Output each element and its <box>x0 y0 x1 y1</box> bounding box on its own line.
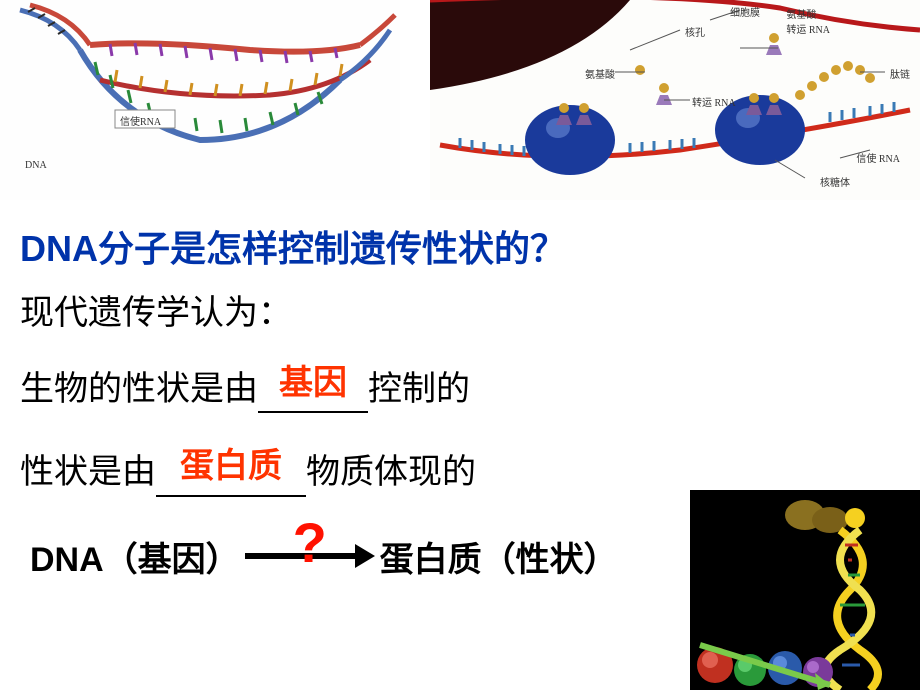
top-image-row: DNA 信使RNA <box>0 0 920 200</box>
trna2-label: 转运 RNA <box>692 94 736 109</box>
question-mark-icon: ? <box>293 510 327 575</box>
line2-prefix: 生物的性状是由 <box>20 370 258 408</box>
dna-protein-illustration <box>690 490 920 690</box>
intro-line: 现代遗传学认为： <box>20 290 900 338</box>
line3-suffix: 物质体现的 <box>306 453 476 491</box>
transcription-diagram: DNA 信使RNA <box>0 0 400 200</box>
aa-label: 氨基酸 <box>585 66 615 81</box>
blank-1: 基因 <box>258 372 368 413</box>
answer-gene: 基因 <box>279 360 347 408</box>
mrna-label-2: 信使 RNA <box>856 150 900 165</box>
translation-diagram: 细胞膜 核孔 氨基酸 转运 RNA 氨基酸 转运 RNA 肽链 信使 RNA 核… <box>430 0 920 200</box>
line2-suffix: 控制的 <box>368 370 470 408</box>
dna-label: DNA <box>25 160 47 171</box>
flow-right: 蛋白质（性状） <box>380 532 618 581</box>
ribosome-label: 核糖体 <box>820 174 850 189</box>
membrane-label: 细胞膜 <box>730 4 760 19</box>
peptide-label: 肽链 <box>890 66 910 81</box>
slide-title: DNA分子是怎样控制遗传性状的？ <box>20 220 900 272</box>
blank-2: 蛋白质 <box>156 456 306 497</box>
fill-line-1: 生物的性状是由基因控制的 <box>20 366 900 414</box>
answer-protein: 蛋白质 <box>180 443 282 491</box>
pore-label: 核孔 <box>685 24 705 39</box>
flow-left: DNA（基因） <box>30 532 240 581</box>
trna1-label: 氨基酸 转运 RNA <box>786 6 830 36</box>
line3-prefix: 性状是由 <box>20 453 156 491</box>
arrow-head-icon <box>355 544 375 568</box>
arrow-wrap: ? <box>240 544 380 568</box>
mrna-label: 信使RNA <box>120 113 161 128</box>
